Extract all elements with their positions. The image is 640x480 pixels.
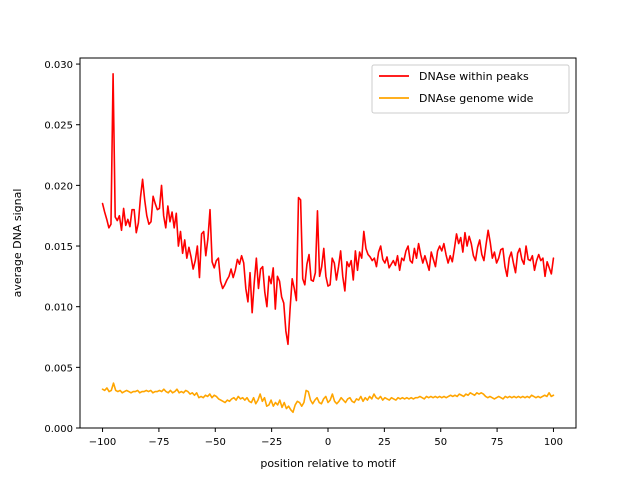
x-axis-label: position relative to motif	[260, 457, 396, 470]
x-tick-label: 75	[491, 437, 504, 448]
x-tick-label: −75	[148, 437, 169, 448]
y-tick-label: 0.005	[44, 363, 73, 374]
legend-label-within-peaks: DNAse within peaks	[419, 70, 529, 83]
series-line-within-peaks	[101, 72, 555, 346]
x-tick-label: 50	[434, 437, 447, 448]
x-tick-label: 100	[544, 437, 563, 448]
x-tick-label: −25	[261, 437, 282, 448]
legend: DNAse within peaks DNAse genome wide	[371, 64, 570, 114]
y-tick-label: 0.030	[44, 60, 73, 71]
y-tick-label: 0.010	[44, 303, 73, 314]
x-tick-label: 25	[378, 437, 391, 448]
series-line-genome-wide	[101, 382, 555, 414]
y-tick-label: 0.025	[44, 121, 73, 132]
series-group	[101, 72, 555, 414]
legend-box	[371, 64, 570, 114]
legend-label-genome-wide: DNAse genome wide	[419, 92, 534, 105]
y-tick-label: 0.015	[44, 242, 73, 253]
x-axis: −100 −75 −50 −25 0 25 50 75 100	[89, 428, 563, 448]
y-tick-label: 0.020	[44, 181, 73, 192]
y-axis-label: average DNA signal	[11, 189, 24, 298]
y-tick-label: 0.000	[44, 424, 73, 435]
x-tick-label: −100	[89, 437, 116, 448]
x-tick-label: 0	[325, 437, 331, 448]
x-tick-label: −50	[205, 437, 226, 448]
y-axis: 0.000 0.005 0.010 0.015 0.020 0.025 0.030	[44, 60, 80, 435]
